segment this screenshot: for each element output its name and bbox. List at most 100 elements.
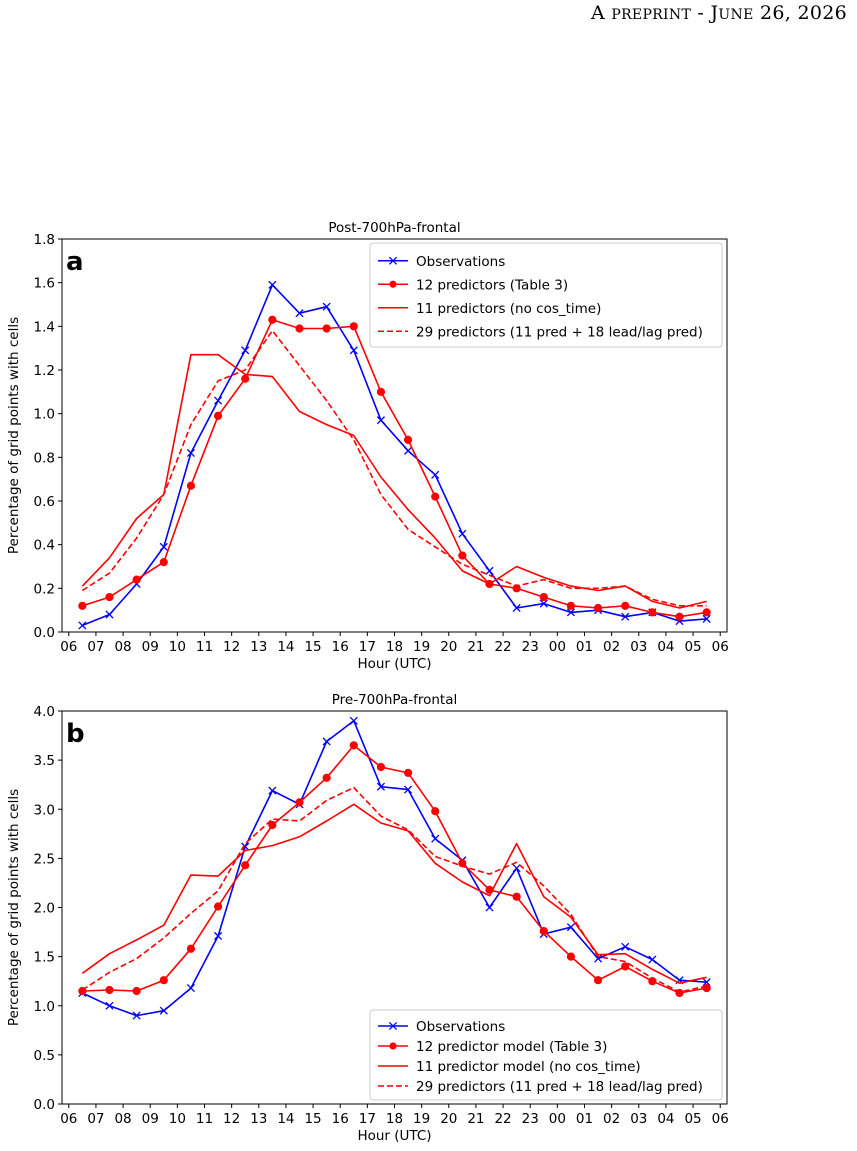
y-tick-label: 1.5: [34, 950, 55, 966]
data-point-cross: [594, 954, 603, 963]
legend-label: Observations: [416, 254, 505, 270]
data-point-cross: [186, 984, 195, 993]
data-point-cross: [241, 346, 250, 355]
data-point-dot: [431, 807, 440, 816]
x-tick-label: 17: [359, 639, 376, 655]
data-point-cross: [702, 978, 711, 987]
legend-label: 11 predictor model (no cos_time): [416, 1059, 641, 1075]
data-point-dot: [241, 861, 250, 870]
y-tick-label: 0.0: [34, 625, 55, 641]
data-point-cross: [322, 737, 331, 746]
header-text: A PREPRINT - JUNE 26, 2026: [590, 2, 847, 24]
x-tick-label: 23: [522, 1111, 539, 1127]
x-tick-label: 06: [712, 639, 729, 655]
x-tick-label: 13: [250, 639, 267, 655]
data-point-cross: [621, 612, 630, 621]
y-tick-label: 1.0: [34, 999, 55, 1015]
data-point-dot: [213, 411, 223, 420]
x-tick-label: 20: [440, 639, 457, 655]
legend-entry: Observations: [378, 1019, 505, 1035]
x-tick-label: 18: [386, 1111, 403, 1127]
series-line-2: [81, 353, 707, 609]
data-point-cross: [376, 416, 385, 425]
chart-panel-a: Post-700hPa-frontal a 0.0 0.2 0.4 0.6 0.8 1.0 1.…: [6, 220, 729, 672]
series-line-1: [82, 744, 707, 994]
x-tick-label: 22: [494, 1111, 511, 1127]
data-point-dot: [512, 892, 521, 901]
panel-letter: b: [66, 719, 85, 749]
x-tick-label: 21: [467, 639, 484, 655]
y-tick-label: 3.5: [34, 753, 55, 769]
y-tick-label: 2.5: [34, 851, 55, 867]
x-tick-label: 12: [223, 639, 240, 655]
legend: Observations 12 predictors (Table 3) 11 pr…: [369, 242, 723, 348]
y-tick-label: 1.8: [34, 232, 55, 248]
series-line-2: [81, 803, 707, 985]
panel-letter: a: [66, 247, 84, 277]
data-point-cross: [78, 621, 87, 630]
series-line-1: [82, 319, 707, 618]
x-tick-label: 11: [196, 1111, 213, 1127]
data-point-cross: [159, 542, 168, 551]
data-point-cross: [512, 603, 521, 613]
x-tick-label: 03: [630, 1111, 647, 1127]
y-tick-label: 1.0: [34, 407, 55, 423]
data-point-dot: [702, 608, 711, 617]
data-point-dot: [322, 773, 331, 782]
y-tick-label: 2.0: [34, 901, 55, 917]
x-tick-label: 10: [169, 639, 186, 655]
data-point-dot: [349, 322, 358, 331]
x-tick-label: 07: [87, 639, 104, 655]
x-tick-label: 16: [332, 1111, 349, 1127]
data-point-cross: [159, 1006, 168, 1015]
data-point-dot: [105, 592, 114, 602]
data-point-dot: [186, 481, 196, 490]
x-tick-label: 02: [603, 639, 620, 655]
data-point-cross: [512, 864, 521, 873]
data-point-dot: [593, 976, 603, 985]
x-tick-label: 19: [413, 1111, 430, 1127]
x-tick-label: 04: [657, 639, 674, 655]
data-point-dot: [349, 741, 358, 750]
data-point-cross: [214, 396, 223, 405]
legend-entry: 11 predictors (no cos_time): [378, 301, 601, 317]
data-point-cross: [132, 1011, 141, 1020]
legend-entry: Observations: [378, 254, 505, 270]
x-tick-label: 05: [684, 639, 701, 655]
data-point-dot: [295, 798, 304, 807]
x-axis-label: Hour (UTC): [357, 1128, 431, 1144]
data-point-cross: [404, 446, 413, 455]
data-point-cross: [105, 1001, 114, 1010]
data-point-dot: [105, 985, 114, 995]
x-tick-label: 09: [142, 639, 159, 655]
data-point-dot: [621, 962, 630, 971]
data-point-cross: [349, 716, 358, 725]
data-point-cross: [404, 785, 413, 794]
data-point-dot: [295, 324, 304, 333]
data-point-cross: [295, 309, 304, 318]
data-point-dot: [403, 435, 413, 444]
x-tick-label: 11: [196, 639, 213, 655]
x-tick-label: 14: [277, 639, 294, 655]
legend-marker-dot: [389, 1042, 397, 1050]
data-point-dot: [702, 983, 711, 993]
data-point-dot: [431, 492, 440, 501]
x-tick-label: 08: [114, 639, 131, 655]
y-tick-label: 0.6: [34, 494, 55, 510]
y-tick-label: 1.2: [34, 363, 55, 379]
series-line-0: [82, 284, 707, 627]
data-point-cross: [485, 566, 494, 575]
data-point-dot: [159, 976, 168, 985]
series-line-0: [82, 719, 707, 1017]
data-point-cross: [322, 302, 331, 311]
x-tick-label: 15: [304, 639, 321, 655]
y-tick-label: 0.8: [34, 450, 55, 466]
series-line-3: [81, 329, 707, 607]
x-tick-label: 00: [549, 639, 566, 655]
x-tick-label: 09: [142, 1111, 159, 1127]
chart-panel-b: Pre-700hPa-frontal b 0.0 0.5 1.0 1.5 2.0 2.5 3.0…: [6, 692, 729, 1144]
y-tick-label: 0.5: [34, 1048, 55, 1064]
legend-marker-cross: [388, 256, 398, 265]
legend-label: 12 predictors (Table 3): [416, 277, 568, 293]
data-point-dot: [675, 612, 684, 621]
